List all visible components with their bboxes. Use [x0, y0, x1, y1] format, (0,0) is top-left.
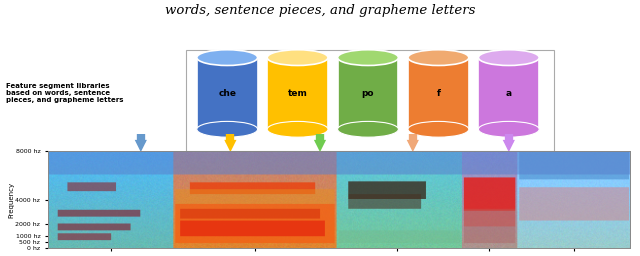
Text: tem: tem — [287, 89, 308, 98]
FancyBboxPatch shape — [408, 58, 468, 129]
Ellipse shape — [479, 121, 540, 137]
Text: po: po — [362, 89, 374, 98]
Ellipse shape — [197, 121, 257, 137]
Text: a: a — [506, 89, 512, 98]
Text: words, sentence pieces, and grapheme letters: words, sentence pieces, and grapheme let… — [165, 4, 475, 17]
FancyBboxPatch shape — [186, 50, 554, 151]
Y-axis label: Frequency: Frequency — [8, 182, 14, 218]
Ellipse shape — [408, 50, 468, 66]
Ellipse shape — [268, 50, 328, 66]
Ellipse shape — [338, 50, 398, 66]
FancyBboxPatch shape — [197, 58, 257, 129]
Ellipse shape — [268, 121, 328, 137]
FancyBboxPatch shape — [479, 58, 540, 129]
Ellipse shape — [197, 50, 257, 66]
Ellipse shape — [408, 121, 468, 137]
Ellipse shape — [479, 50, 540, 66]
Ellipse shape — [338, 121, 398, 137]
FancyBboxPatch shape — [338, 58, 398, 129]
FancyBboxPatch shape — [268, 58, 328, 129]
Text: che: che — [218, 89, 236, 98]
Text: Feature segment libraries
based on words, sentence
pieces, and grapheme letters: Feature segment libraries based on words… — [6, 83, 124, 103]
Text: f: f — [436, 89, 440, 98]
